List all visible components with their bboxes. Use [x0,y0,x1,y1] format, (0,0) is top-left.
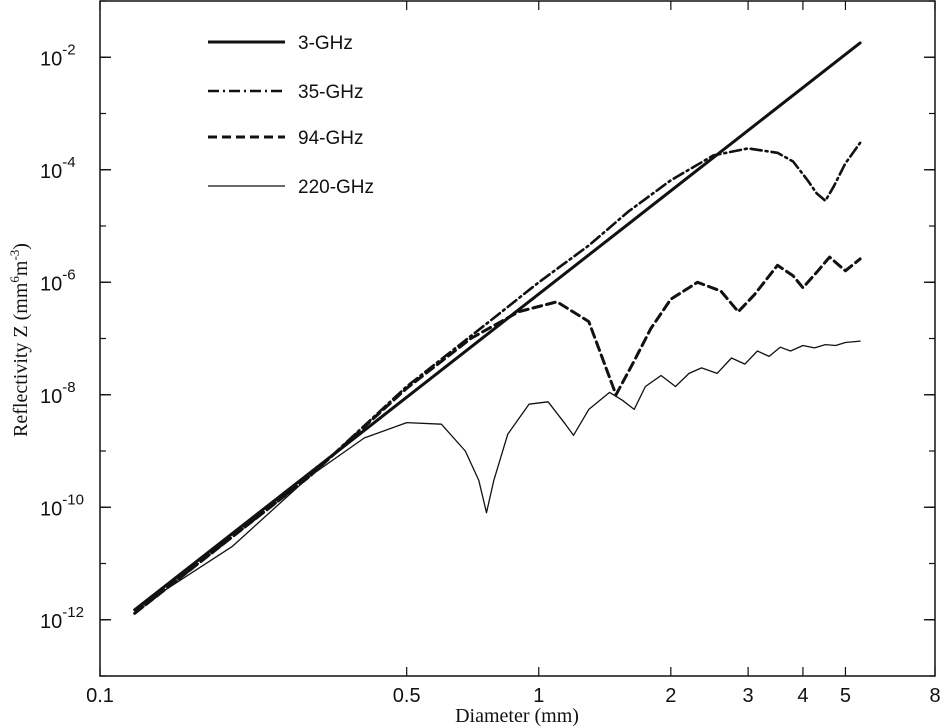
x-tick-label: 8 [929,685,940,707]
legend-label-220-GHz: 220-GHz [298,177,374,198]
y-tick-label: 10-6 [40,266,76,295]
y-tick-label: 10-12 [40,604,84,633]
x-tick-label: 3 [743,685,754,707]
y-tick-label: 10-4 [40,154,76,183]
x-axis-label: Diameter (mm) [455,705,579,727]
x-tick-label: 5 [840,685,851,707]
y-tick-label: 10-8 [40,379,76,408]
series-line-3-GHz [133,41,862,612]
legend-label-35-GHz: 35-GHz [298,82,363,103]
series-line-220-GHz [134,340,861,611]
x-tick-label: 0.5 [393,685,421,707]
y-axis-label: Reflectivity Z (mm6m-3) [7,243,32,437]
y-axis-label-close: ) [10,243,32,250]
legend-label-3-GHz: 3-GHz [298,33,353,54]
y-tick-label: 10-10 [40,491,84,520]
y-axis-label-text: Reflectivity Z (mm [10,282,32,437]
series-line-94-GHz [133,255,862,615]
y-tick-label: 10-2 [40,41,76,70]
x-tick-label: 4 [797,685,808,707]
y-axis-label-mid: m [10,260,32,276]
x-tick-label: 2 [665,685,676,707]
plot-frame [99,0,936,677]
legend: 3-GHz 35-GHz 94-GHz 220-GHz [208,33,374,198]
series-layer [133,41,862,615]
x-tick-label: 0.1 [86,685,114,707]
y-axis-label-exp1: 6 [7,276,22,283]
legend-label-94-GHz: 94-GHz [298,128,363,149]
axis-ticks: 0.1 0.5 1 2 3 4 5 8 10-12 10-10 10-8 10-6 10-4 10-2 [40,0,941,707]
x-tick-label: 1 [533,685,544,707]
series-line-35-GHz [133,141,862,615]
y-axis-label-exp2: -3 [7,250,22,261]
